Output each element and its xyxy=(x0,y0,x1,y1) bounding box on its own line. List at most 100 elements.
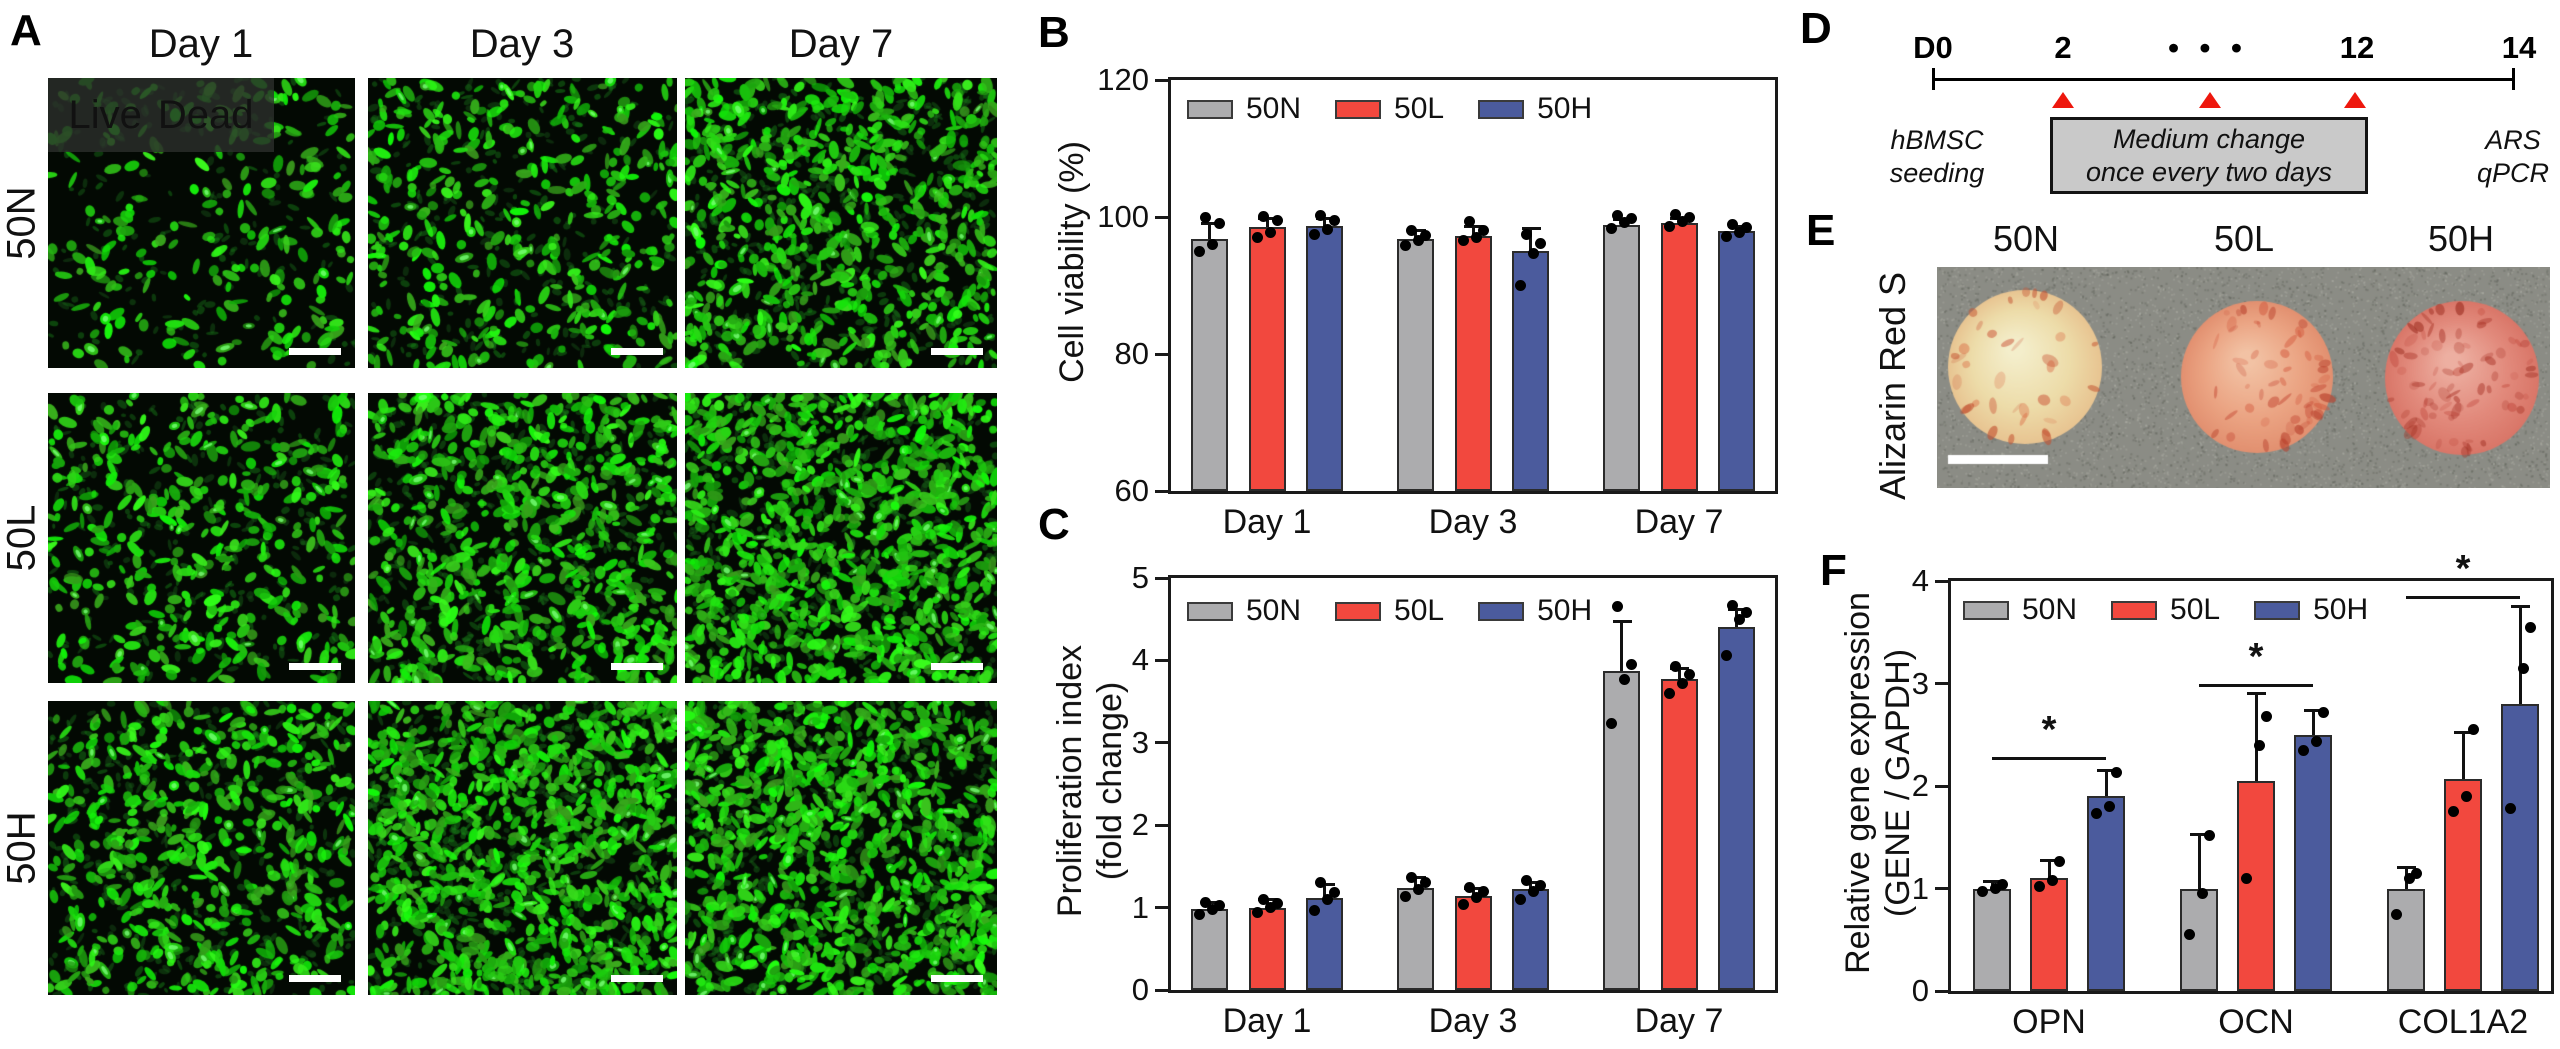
bar-50N-Day3 xyxy=(1397,238,1434,491)
data-point xyxy=(2203,829,2215,841)
error-bar-cap xyxy=(1200,221,1220,225)
microscopy-image-50N-day3 xyxy=(368,78,677,368)
x-category-label: Day 1 xyxy=(1222,1002,1312,1040)
data-point xyxy=(1264,902,1276,914)
error-bar xyxy=(1265,219,1269,228)
data-point xyxy=(1741,607,1752,619)
bar-50N-OPN xyxy=(1973,888,2011,991)
data-point xyxy=(1406,225,1417,237)
medium-change-arrow-icon xyxy=(2199,92,2221,108)
data-point xyxy=(1420,877,1431,889)
y-axis-tick xyxy=(1935,989,1948,993)
timeline-end-cap xyxy=(2512,68,2515,90)
microscopy-image-50H-day1 xyxy=(48,701,355,995)
legend-swatch xyxy=(2254,600,2301,620)
panel-c-label: C xyxy=(1038,500,1070,549)
ylabel-line: Proliferation index xyxy=(1051,644,1089,918)
data-point xyxy=(1309,229,1320,241)
chart-C-plot: 0 1 2 3 4 5 Day 1 Day 3 Day 7 50N 50L 50H xyxy=(1132,560,1778,1040)
data-point xyxy=(1612,210,1623,222)
scale-bar xyxy=(931,348,983,355)
data-point xyxy=(1619,673,1630,685)
data-point xyxy=(1734,226,1745,238)
medium-change-arrow-icon xyxy=(2344,92,2366,108)
data-point xyxy=(1470,892,1482,904)
legend-label: 50N xyxy=(1246,594,1302,627)
data-point xyxy=(1535,879,1546,891)
error-bar xyxy=(1414,877,1417,888)
bar-50L-Day3 xyxy=(1454,896,1492,990)
error-bar xyxy=(1677,669,1681,680)
alizarin-red-s-label: Alizarin Red S xyxy=(1872,271,1913,501)
ylabel-line: (GENE / GAPDH) xyxy=(1879,648,1917,918)
error-bar xyxy=(1529,229,1532,252)
data-point xyxy=(2403,872,2415,884)
y-tick-label: 4 xyxy=(1131,642,1149,678)
data-point xyxy=(1207,903,1218,915)
significance-bracket xyxy=(1992,757,2106,761)
data-point xyxy=(1528,248,1539,260)
data-point xyxy=(1214,218,1225,230)
significance-bracket xyxy=(2199,683,2313,687)
legend-label: 50L xyxy=(1394,92,1445,125)
error-bar-cap xyxy=(2454,730,2473,734)
timeline-tick-d0: D0 xyxy=(1913,30,1953,65)
ylabel-line: Relative gene expression xyxy=(1839,592,1877,974)
data-point xyxy=(1976,886,1988,898)
legend-label: 50L xyxy=(2170,593,2221,626)
data-point xyxy=(1515,280,1526,291)
panel-e-header-50h: 50H xyxy=(2427,218,2495,259)
data-point xyxy=(1322,893,1333,905)
data-point xyxy=(1535,237,1546,249)
data-point xyxy=(1214,899,1225,911)
data-point xyxy=(1669,661,1681,673)
data-point xyxy=(1477,886,1489,898)
data-point xyxy=(1721,230,1732,242)
medium-change-line1: Medium change xyxy=(2112,123,2306,154)
y-tick-label: 2 xyxy=(1131,807,1149,843)
error-bar-cap xyxy=(2097,768,2116,772)
error-bar xyxy=(1208,223,1211,239)
error-bar xyxy=(2254,693,2258,781)
data-point xyxy=(1683,668,1695,680)
bar-50H-Day3 xyxy=(1512,889,1549,990)
bar-50H-Day7 xyxy=(1718,230,1755,491)
bar-50H-OCN xyxy=(2294,734,2332,991)
data-point xyxy=(1676,216,1688,228)
data-point xyxy=(2103,801,2115,812)
data-point xyxy=(1612,600,1623,612)
data-point xyxy=(1463,216,1475,228)
error-bar xyxy=(1323,884,1326,898)
data-point xyxy=(1989,883,2001,894)
x-category-label: Day 3 xyxy=(1428,503,1518,541)
scale-bar xyxy=(289,663,341,670)
data-point xyxy=(1257,210,1269,222)
error-bar xyxy=(2047,860,2051,879)
y-tick-label: 1 xyxy=(1911,870,1929,906)
chart-legend: 50N 50L 50H xyxy=(1187,92,1626,126)
significance-bracket xyxy=(2406,596,2520,600)
data-point xyxy=(1413,883,1424,895)
data-point xyxy=(1734,613,1745,625)
bar-50N-Day7 xyxy=(1603,225,1640,491)
panel-d-label: D xyxy=(1800,4,1832,53)
legend-label: 50H xyxy=(2313,593,2369,626)
data-point xyxy=(2090,808,2102,820)
timeline-tick-dots: • • • xyxy=(2168,30,2248,65)
scale-bar xyxy=(611,975,663,982)
alizarin-red-s-photo xyxy=(1937,267,2550,488)
x-category-label: Day 7 xyxy=(1634,503,1724,541)
data-point xyxy=(1463,881,1475,893)
data-point xyxy=(1194,245,1205,257)
bar-50H-COL1A2 xyxy=(2501,704,2539,991)
scale-bar xyxy=(289,975,341,982)
scale-bar xyxy=(289,348,341,355)
scale-bar xyxy=(611,663,663,670)
significance-star: * xyxy=(2248,635,2264,678)
data-point xyxy=(1727,219,1738,231)
panel-a-row-label-50l: 50L xyxy=(0,504,44,572)
ylabel-line: (fold change) xyxy=(1091,681,1129,881)
chart-B-plot: 60 80 100 120 Day 1 Day 3 Day 7 50N 50L 50H xyxy=(1097,62,1778,541)
timeline-line xyxy=(1933,78,2514,81)
data-point xyxy=(2467,724,2479,736)
